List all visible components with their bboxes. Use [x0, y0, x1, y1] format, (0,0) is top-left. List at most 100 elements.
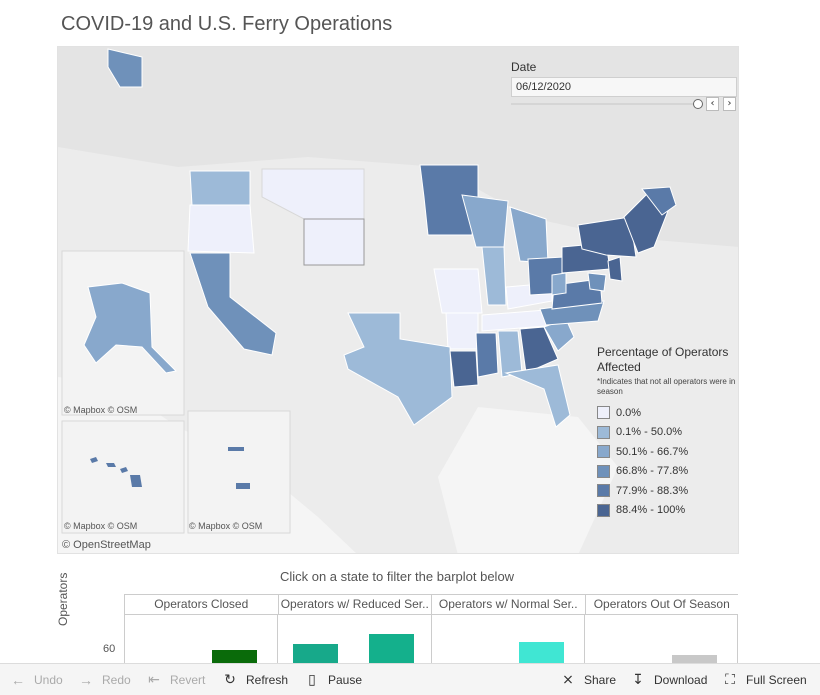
panel-header-closed: Operators Closed	[124, 595, 278, 614]
panel-header-out-of-season: Operators Out Of Season	[584, 595, 739, 614]
redo-label: Redo	[102, 672, 131, 687]
redo-button[interactable]: → Redo	[78, 664, 131, 695]
pause-icon: ▯	[308, 671, 316, 687]
legend-swatch	[597, 406, 610, 420]
state-bc-coast	[107, 48, 143, 88]
attribution-openstreetmap[interactable]: © OpenStreetMap	[62, 539, 151, 551]
state-california	[189, 252, 277, 356]
undo-arrow-icon: ←	[11, 671, 25, 688]
fullscreen-icon: ⛶	[725, 671, 735, 687]
state-georgia	[519, 326, 559, 374]
state-washington	[189, 170, 251, 206]
map-legend: Percentage of Operators Affected *Indica…	[597, 345, 737, 520]
revert-icon: ⇤	[148, 671, 160, 687]
fullscreen-button[interactable]: ⛶ Full Screen	[722, 664, 807, 695]
attribution-inset-alaska: © Mapbox © OSM	[64, 405, 138, 415]
legend-item[interactable]: 66.8% - 77.8%	[597, 462, 737, 482]
bottom-toolbar: ← Undo → Redo ⇤ Revert ↻ Refresh ▯ Pause ⨯ Sha…	[0, 663, 820, 695]
refresh-button[interactable]: ↻ Refresh	[222, 664, 288, 695]
bar-operators-out-of-season[interactable]	[671, 654, 717, 665]
share-button[interactable]: ⨯ Share	[560, 664, 616, 695]
download-icon: ↧	[632, 671, 644, 687]
state-arkansas	[445, 312, 479, 350]
legend-item-label: 88.4% - 100%	[616, 504, 686, 517]
legend-swatch	[597, 445, 610, 459]
share-label: Share	[584, 672, 617, 687]
legend-item-label: 0.0%	[616, 406, 642, 419]
legend-item-label: 77.9% - 88.3%	[616, 484, 689, 497]
legend-swatch	[597, 484, 610, 498]
state-oregon	[187, 204, 255, 254]
state-alaska	[83, 282, 178, 374]
redo-arrow-icon: →	[79, 671, 93, 688]
pause-label: Pause	[328, 672, 363, 687]
panel-header-reduced: Operators w/ Reduced Ser..	[277, 595, 432, 614]
legend-title: Percentage of Operators Affected	[597, 345, 729, 374]
date-slider-thumb[interactable]	[693, 99, 703, 109]
legend-swatch	[597, 464, 610, 478]
date-slider-track[interactable]	[511, 103, 699, 105]
state-mississippi	[475, 332, 499, 378]
date-filter-input[interactable]: 06/12/2020	[511, 77, 737, 97]
panel-divider	[737, 615, 738, 665]
legend-item[interactable]: 0.1% - 50.0%	[597, 423, 737, 443]
state-maryland	[587, 272, 607, 292]
share-icon: ⨯	[562, 671, 574, 687]
state-minnesota	[419, 164, 479, 236]
panel-divider	[277, 615, 278, 665]
state-shapes[interactable]	[107, 48, 677, 428]
revert-label: Revert	[170, 672, 206, 687]
legend-item[interactable]: 50.1% - 66.7%	[597, 442, 737, 462]
legend-item[interactable]: 88.4% - 100%	[597, 501, 737, 521]
legend-item-label: 50.1% - 66.7%	[616, 445, 689, 458]
map-basemap	[58, 47, 738, 553]
pr-inset	[187, 410, 291, 534]
fullscreen-label: Full Screen	[746, 672, 807, 687]
refresh-label: Refresh	[246, 672, 289, 687]
state-texas	[343, 312, 453, 426]
pause-button[interactable]: ▯ Pause	[304, 664, 362, 695]
chevron-right-icon[interactable]: ›	[723, 97, 736, 111]
bar-operators-closed[interactable]	[211, 650, 257, 665]
state-maine	[641, 186, 677, 216]
chevron-left-icon[interactable]: ‹	[706, 97, 719, 111]
page-title: COVID-19 and U.S. Ferry Operations	[61, 13, 393, 35]
choropleth-map[interactable]: © Mapbox © OSM © Mapbox © OSM © Mapbox ©…	[57, 46, 739, 554]
panel-divider	[124, 615, 125, 665]
state-louisiana	[449, 350, 479, 388]
state-west-virginia	[551, 272, 567, 296]
barplot-y-axis-label: Operators	[56, 572, 70, 626]
undo-button[interactable]: ← Undo	[10, 664, 63, 695]
attribution-inset-territory: © Mapbox © OSM	[189, 521, 263, 531]
state-illinois	[481, 246, 507, 306]
state-alabama	[497, 330, 523, 378]
attribution-inset-hawaii: © Mapbox © OSM	[64, 521, 138, 531]
download-button[interactable]: ↧ Download	[630, 664, 707, 695]
state-new-york	[577, 216, 637, 258]
bar-operators-w-reduced-ser-[interactable]	[292, 643, 338, 665]
bar-operators-w-normal-ser-[interactable]	[518, 642, 564, 665]
filter-hint: Click on a state to filter the barplot b…	[279, 569, 515, 584]
bar-operators-w-reduced-ser-[interactable]	[369, 634, 415, 665]
legend-item-label: 0.1% - 50.0%	[616, 426, 683, 439]
state-new-jersey	[607, 256, 623, 282]
legend-swatch	[597, 425, 610, 439]
state-florida	[504, 364, 571, 428]
download-label: Download	[654, 672, 708, 687]
legend-swatch	[597, 503, 610, 517]
undo-label: Undo	[34, 672, 63, 687]
hawaii-inset	[61, 420, 185, 534]
legend-note: *Indicates that not all operators were i…	[597, 377, 736, 396]
state-missouri	[433, 268, 483, 314]
legend-item[interactable]: 77.9% - 88.3%	[597, 481, 737, 501]
legend-item[interactable]: 0.0%	[597, 403, 737, 423]
date-filter-label: Date	[511, 60, 537, 74]
refresh-icon: ↻	[224, 671, 236, 687]
barplot-panel-headers: Operators Closed Operators w/ Reduced Se…	[124, 594, 738, 615]
panel-header-normal: Operators w/ Normal Ser..	[431, 595, 585, 614]
revert-button[interactable]: ⇤ Revert	[146, 664, 205, 695]
legend-item-label: 66.8% - 77.8%	[616, 465, 689, 478]
state-hawaii	[90, 457, 142, 487]
barplot-y-tick: 60	[103, 643, 116, 655]
